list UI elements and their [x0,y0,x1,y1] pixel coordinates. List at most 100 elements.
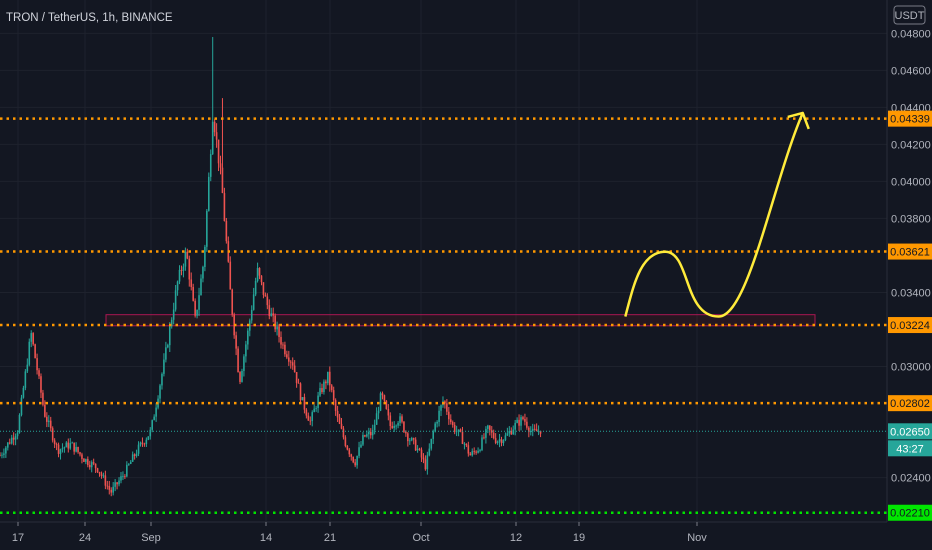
candle-body [469,453,472,456]
candle-body [209,154,212,177]
candle-body [207,176,210,211]
candle-body [94,463,97,469]
candle-body [176,281,179,291]
candle-body [102,475,105,477]
candle-body [180,269,183,271]
candle-body [106,485,109,487]
candle-body [0,455,1,457]
candle-body [88,464,91,468]
candle-body [49,420,52,429]
time-tick-label: 19 [573,532,585,544]
candle-body [471,451,474,456]
candle-body [356,455,358,466]
candle-body [32,333,34,345]
candle-body [79,452,81,455]
candle-body [24,371,27,388]
candle-body [75,446,77,452]
candle-body [502,440,505,444]
candle-body [10,437,13,444]
candle-body [533,428,536,430]
time-tick-label: Sep [141,532,161,544]
candle-body [432,431,435,439]
candle-body [444,401,446,404]
candle-body [165,347,167,360]
candle-body [81,454,83,459]
candle-body [229,261,232,290]
candle-body [127,463,130,465]
time-tick-label: Nov [687,532,707,544]
candle-body [360,444,362,448]
candle-body [104,475,107,486]
candle-body [428,448,431,456]
price-tick-label: 0.04000 [891,176,931,188]
time-tick-label: 12 [510,532,522,544]
candle-body [98,471,101,474]
candle-body [264,294,267,297]
candle-body [196,309,198,316]
level-label-box [888,243,932,260]
candle-body [122,476,124,477]
candle-body [461,431,464,444]
candle-body [274,315,276,330]
candle-body [67,442,70,449]
candle-body [182,266,185,271]
candle-body [418,448,421,450]
level-label: 0.04339 [890,114,930,126]
candle-body [239,372,241,382]
candle-body [366,434,368,437]
currency-badge[interactable]: USDT [893,5,926,25]
candle-body [28,341,31,365]
candle-body [307,415,310,421]
candle-body [387,408,390,416]
candle-body [426,455,429,470]
candle-body [151,420,154,430]
candle-body [200,278,202,296]
candle-body [424,459,427,470]
candle-body [373,424,376,431]
candle-body [135,453,138,456]
candle-body [61,448,64,450]
price-tick-label: 0.03800 [891,213,931,225]
candle-body [325,381,327,384]
candle-body [342,428,345,438]
candle-body [336,410,339,418]
candle-body [330,385,333,391]
price-tick-label: 0.04600 [891,65,931,77]
candle-body [159,385,161,399]
candle-body [223,193,226,221]
candle-body [379,393,382,411]
candle-body [22,387,25,398]
candle-body [346,445,349,450]
candle-body [219,163,222,168]
candle-body [412,438,415,440]
level-label: 0.03621 [890,247,930,259]
candle-body [289,361,292,363]
candle-body [463,443,466,445]
bar-countdown: 43:27 [896,443,924,455]
candle-body [498,439,501,442]
candle-series [0,37,542,497]
time-tick-label: 14 [260,532,272,544]
candle-body [303,397,306,410]
candle-body [368,432,370,435]
candle-body [348,449,351,455]
price-axis-panel[interactable] [887,0,932,550]
candle-body [120,476,122,481]
countdown-box [888,440,932,457]
candle-body [118,480,120,485]
candle-body [405,431,407,434]
candle-body [291,362,294,366]
candle-body [71,442,74,444]
candle-body [317,395,319,408]
level-label: 0.02210 [890,508,930,520]
candle-body [40,376,42,393]
candle-body [167,345,169,348]
candle-body [221,167,224,194]
grid-lines [0,0,887,522]
price-tick-label: 0.04200 [891,139,931,151]
candle-body [516,419,518,423]
candle-body [252,294,255,310]
candle-body [448,411,450,420]
candle-body [260,275,263,283]
